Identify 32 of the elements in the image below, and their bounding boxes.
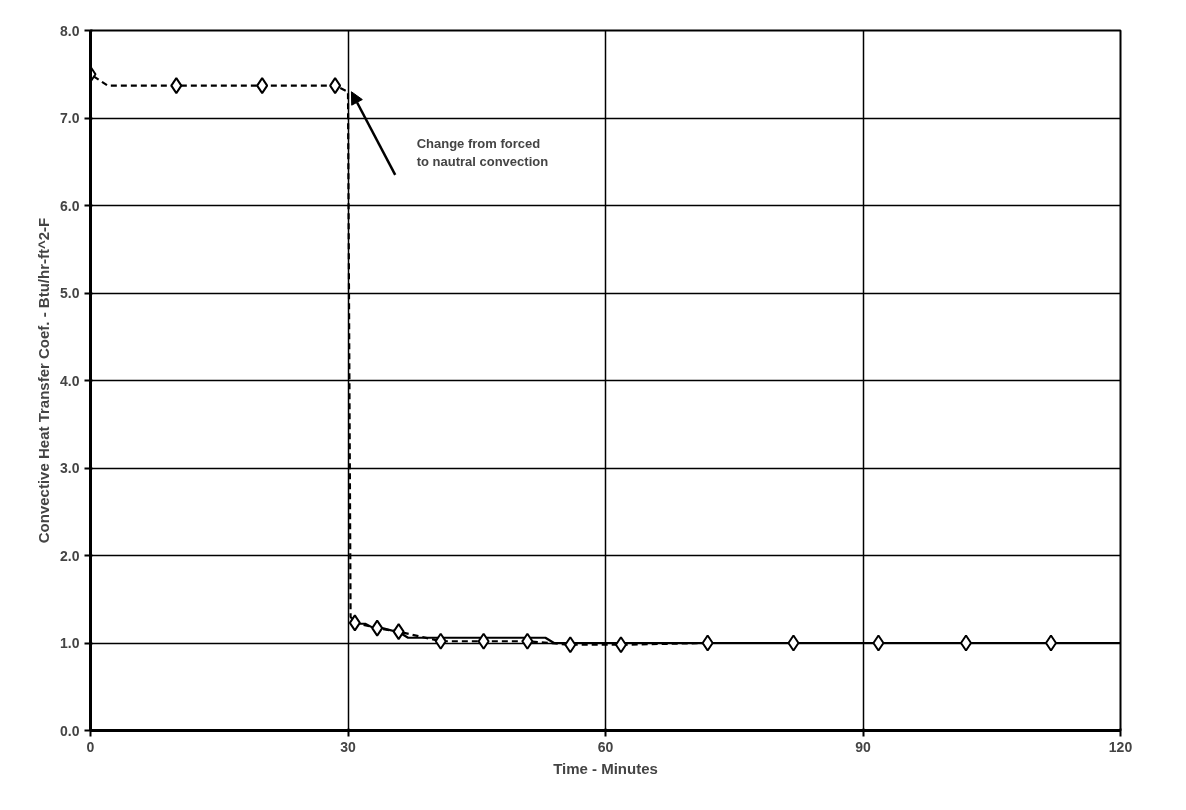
x-axis-title: Time - Minutes xyxy=(553,759,658,777)
point xyxy=(371,619,384,637)
point xyxy=(434,632,447,650)
point xyxy=(614,636,627,654)
y-tick-label: 7.0 xyxy=(60,110,80,126)
y-tick-label: 4.0 xyxy=(60,372,80,389)
point xyxy=(256,77,269,95)
point xyxy=(392,623,405,641)
point xyxy=(701,634,714,652)
x-tick-label: 90 xyxy=(855,738,871,755)
y-tick-label: 6.0 xyxy=(60,197,80,214)
y-axis-title: Convective Heat Transfer Coef. - Btu/hr-ft^2-F xyxy=(35,217,53,544)
y-tick-label: 0.0 xyxy=(60,722,80,739)
y-tick-label: 3.0 xyxy=(60,460,80,476)
point xyxy=(477,632,490,650)
point xyxy=(329,77,342,95)
point xyxy=(521,632,534,650)
y-tick-label: 1.0 xyxy=(60,635,80,651)
point xyxy=(872,634,885,652)
y-tick-label: 5.0 xyxy=(60,285,80,301)
point xyxy=(1044,634,1057,652)
point xyxy=(348,614,361,632)
y-tick-label: 8.0 xyxy=(60,22,80,39)
point xyxy=(170,77,183,95)
x-tick-label: 0 xyxy=(86,738,95,755)
x-tick-label: 120 xyxy=(1108,738,1133,755)
point xyxy=(787,634,800,652)
y-tick-label: 2.0 xyxy=(60,547,80,564)
x-tick-label: 60 xyxy=(597,738,614,755)
x-tick-label: 30 xyxy=(340,738,356,755)
annotation: Change from forced to nautral convection xyxy=(416,135,549,169)
point xyxy=(564,636,577,654)
